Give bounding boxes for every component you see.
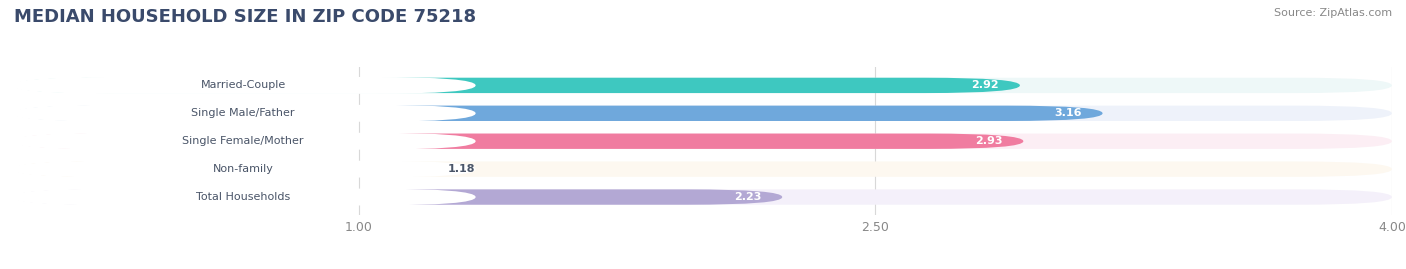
FancyBboxPatch shape (11, 77, 475, 94)
FancyBboxPatch shape (14, 106, 1102, 121)
FancyBboxPatch shape (11, 189, 475, 206)
FancyBboxPatch shape (14, 189, 782, 205)
Text: 2.92: 2.92 (972, 80, 1000, 90)
FancyBboxPatch shape (14, 133, 1024, 149)
Text: Source: ZipAtlas.com: Source: ZipAtlas.com (1274, 8, 1392, 18)
Text: Total Households: Total Households (195, 192, 290, 202)
Text: Married-Couple: Married-Couple (201, 80, 285, 90)
FancyBboxPatch shape (11, 133, 475, 150)
Text: 2.93: 2.93 (976, 136, 1002, 146)
Text: MEDIAN HOUSEHOLD SIZE IN ZIP CODE 75218: MEDIAN HOUSEHOLD SIZE IN ZIP CODE 75218 (14, 8, 477, 26)
Text: Single Male/Father: Single Male/Father (191, 108, 295, 118)
Text: 2.23: 2.23 (734, 192, 762, 202)
Text: 3.16: 3.16 (1054, 108, 1083, 118)
FancyBboxPatch shape (14, 78, 1392, 93)
Text: Non-family: Non-family (212, 164, 274, 174)
FancyBboxPatch shape (14, 161, 420, 177)
FancyBboxPatch shape (14, 133, 1392, 149)
FancyBboxPatch shape (11, 161, 475, 178)
FancyBboxPatch shape (14, 189, 1392, 205)
FancyBboxPatch shape (11, 105, 475, 122)
FancyBboxPatch shape (14, 106, 1392, 121)
Text: Single Female/Mother: Single Female/Mother (183, 136, 304, 146)
Text: 1.18: 1.18 (449, 164, 475, 174)
FancyBboxPatch shape (14, 78, 1019, 93)
FancyBboxPatch shape (14, 161, 1392, 177)
